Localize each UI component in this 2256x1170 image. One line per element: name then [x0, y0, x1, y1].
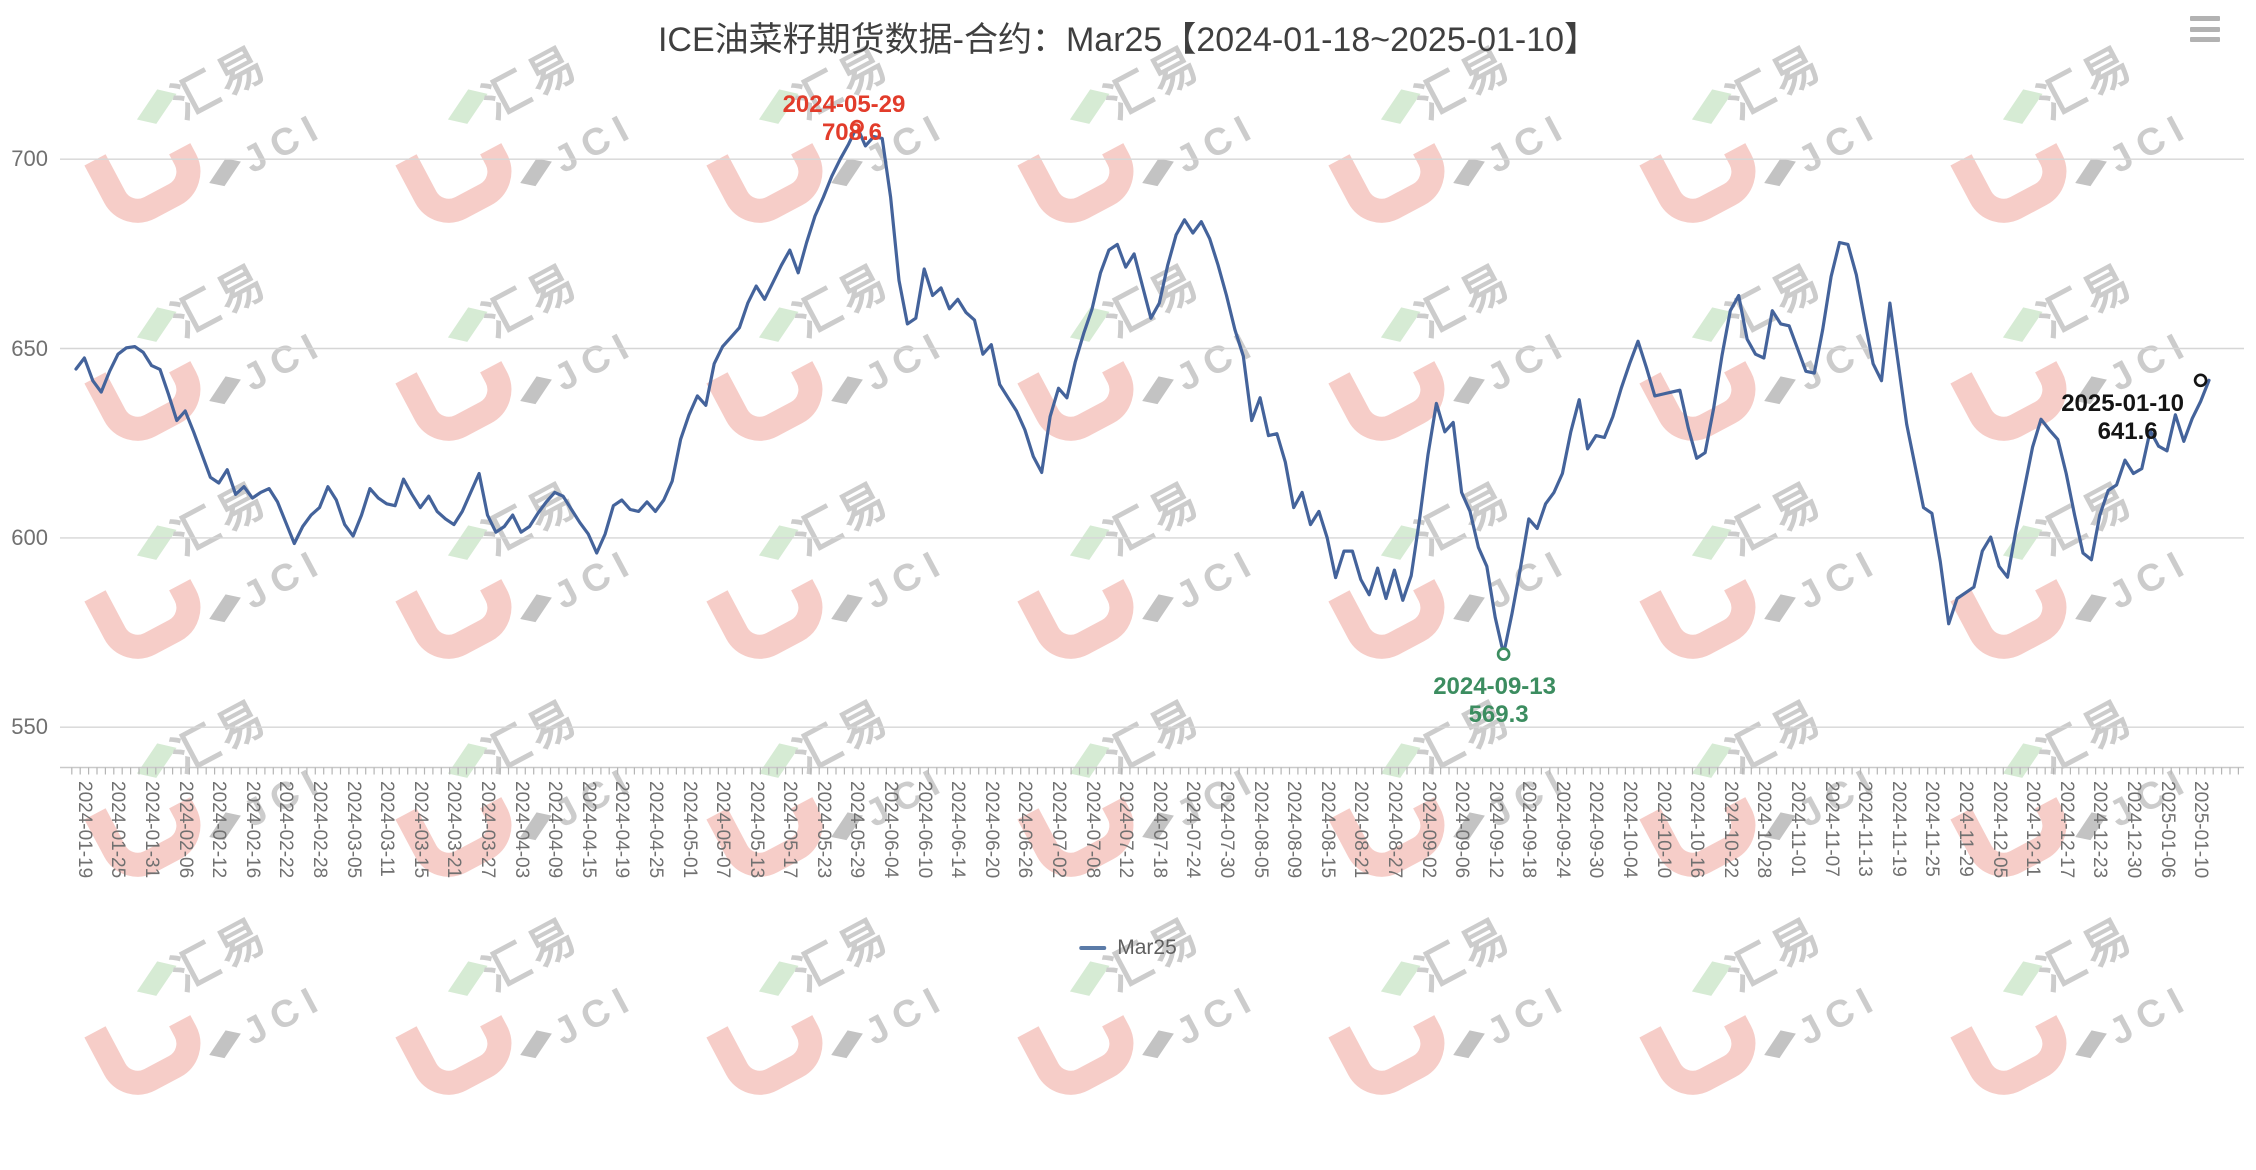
menu-bar [2190, 26, 2220, 32]
max-annotation-date: 2024-05-29 [782, 91, 906, 118]
x-axis-tick-label: 2024-09-18 [1518, 781, 1540, 879]
x-axis-tick-label: 2024-05-07 [712, 781, 734, 879]
x-axis-tick-label: 2024-06-14 [947, 781, 969, 879]
x-axis-tick-label: 2024-01-25 [107, 781, 129, 879]
x-axis-tick-label: 2024-05-17 [779, 781, 801, 879]
line-chart-canvas[interactable]: 700 650 600 550 2024-01-19 2024-01-25 2024-01… [0, 0, 2256, 996]
x-axis-tick-label: 2025-01-06 [2156, 781, 2178, 879]
x-axis-tick-label: 2024-07-08 [1081, 781, 1103, 879]
min-annotation-date: 2024-09-13 [1433, 673, 1556, 700]
x-axis-tick-label: 2024-02-06 [174, 781, 196, 879]
max-annotation-value: 708.6 [821, 119, 882, 146]
x-axis-tick-label: 2024-03-05 [342, 781, 364, 879]
x-axis-tick-label: 2024-08-27 [1383, 781, 1405, 879]
x-axis-tick-label: 2024-12-17 [2055, 781, 2077, 879]
legend-label: Mar25 [1117, 936, 1177, 959]
x-axis-tick-label: 2024-07-12 [1115, 781, 1137, 879]
x-axis-tick-label: 2024-07-24 [1182, 781, 1204, 879]
x-axis-tick-label: 2024-11-07 [1820, 781, 1842, 877]
x-axis-tick-label: 2024-10-22 [1719, 781, 1741, 879]
x-axis-tick-label: 2024-02-16 [241, 781, 263, 879]
menu-bar [2190, 16, 2220, 21]
x-axis-tick-label: 2024-02-12 [208, 781, 230, 879]
x-axis-tick-label: 2024-05-01 [678, 781, 700, 879]
x-axis-tick-label: 2024-08-09 [1283, 781, 1305, 879]
x-axis-tick-label: 2024-08-15 [1316, 781, 1338, 879]
x-axis-tick-label: 2024-11-19 [1887, 781, 1909, 877]
x-axis-tick-label: 2024-01-31 [141, 781, 163, 879]
x-axis-tick-label: 2024-06-26 [1014, 781, 1036, 879]
legend-item-mar25[interactable]: Mar25 [1079, 936, 1177, 960]
x-axis-tick-label: 2024-04-03 [510, 781, 532, 879]
y-axis-tick-label: 700 [11, 146, 48, 172]
x-axis-tick-label: 2024-02-22 [275, 781, 297, 879]
x-axis-tick-label: 2024-02-28 [309, 781, 331, 879]
x-axis-tick-label: 2024-11-25 [1921, 781, 1943, 877]
last-point-annotation-date: 2025-01-10 [2061, 390, 2184, 417]
x-axis-tick-label: 2024-05-13 [745, 781, 767, 879]
x-axis-tick-label: 2024-07-02 [1048, 781, 1070, 879]
x-axis-tick-label: 2024-11-13 [1854, 781, 1876, 877]
x-axis-tick-label: 2024-04-15 [577, 781, 599, 879]
legend-line-marker [1079, 946, 1107, 950]
min-annotation-value: 569.3 [1468, 701, 1529, 728]
x-axis-tick-label: 2024-10-16 [1686, 781, 1708, 879]
x-axis-tick-label: 2024-12-30 [2122, 781, 2144, 879]
last-point-annotation-value: 641.6 [2097, 418, 2158, 445]
x-axis-tick-label: 2024-09-06 [1451, 781, 1473, 879]
x-axis-tick-label: 2024-06-10 [913, 781, 935, 879]
x-axis-tick-label: 2024-12-11 [2022, 781, 2044, 877]
x-axis-tick-label: 2024-10-04 [1619, 781, 1641, 879]
x-axis-tick-label: 2024-09-12 [1484, 781, 1506, 879]
x-axis-tick-label: 2024-12-23 [2089, 781, 2111, 879]
x-axis-tick-label: 2024-11-29 [1954, 781, 1976, 877]
x-axis-tick-label: 2024-07-18 [1148, 781, 1170, 879]
x-axis-tick-label: 2024-04-09 [544, 781, 566, 879]
x-axis-tick-label: 2024-08-21 [1350, 781, 1372, 879]
x-axis-tick-label: 2024-12-05 [1988, 781, 2010, 879]
x-axis-tick-label: 2025-01-10 [2190, 781, 2212, 879]
chart-title: ICE油菜籽期货数据-合约：Mar25【2024-01-18~2025-01-1… [657, 21, 1599, 59]
x-axis-tick-label: 2024-06-20 [980, 781, 1002, 879]
y-axis-tick-label: 600 [11, 524, 48, 550]
x-axis-tick-label: 2024-09-24 [1551, 781, 1573, 879]
x-axis-tick-label: 2024-04-19 [611, 781, 633, 879]
x-axis-tick-label: 2024-10-10 [1652, 781, 1674, 879]
x-axis-tick-label: 2024-03-15 [409, 781, 431, 879]
x-axis-tick-label: 2024-06-04 [880, 781, 902, 879]
x-axis-tick-label: 2024-09-30 [1585, 781, 1607, 879]
x-axis-tick-label: 2024-04-25 [644, 781, 666, 879]
toolbox-menu-icon[interactable] [2190, 16, 2220, 42]
x-axis-tick-label: 2024-09-02 [1417, 781, 1439, 879]
y-axis-tick-label: 550 [11, 714, 48, 740]
y-axis-tick-label: 650 [11, 335, 48, 361]
menu-bar [2190, 37, 2220, 42]
x-axis-tick-label: 2024-03-11 [376, 781, 398, 877]
x-axis-tick-label: 2024-05-29 [846, 781, 868, 879]
x-axis-tick-label: 2024-08-05 [1249, 781, 1271, 879]
x-axis-tick-label: 2024-07-30 [1215, 781, 1237, 879]
x-axis-tick-label: 2024-01-19 [73, 781, 95, 879]
x-axis-tick-label: 2024-03-27 [476, 781, 498, 879]
x-axis-tick-label: 2024-11-01 [1787, 781, 1809, 877]
x-axis-tick-label: 2024-10-28 [1753, 781, 1775, 879]
x-axis-tick-label: 2024-05-23 [812, 781, 834, 879]
x-axis-tick-label: 2024-03-21 [443, 781, 465, 879]
